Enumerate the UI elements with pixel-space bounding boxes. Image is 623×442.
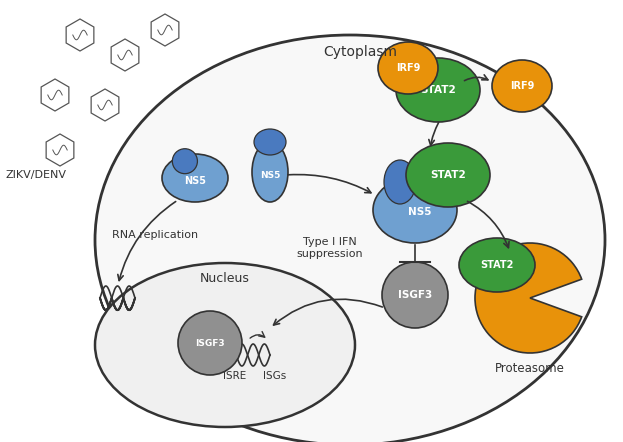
Text: Cytoplasm: Cytoplasm <box>323 45 397 59</box>
Ellipse shape <box>378 42 438 94</box>
Text: ISRE: ISRE <box>224 371 247 381</box>
Text: RNA replication: RNA replication <box>112 230 198 240</box>
Text: ISGF3: ISGF3 <box>398 290 432 300</box>
Polygon shape <box>111 39 139 71</box>
Text: STAT2: STAT2 <box>420 85 456 95</box>
Polygon shape <box>46 134 74 166</box>
Ellipse shape <box>492 60 552 112</box>
Ellipse shape <box>95 263 355 427</box>
Text: NS5: NS5 <box>408 207 432 217</box>
Text: Nucleus: Nucleus <box>200 271 250 285</box>
Circle shape <box>382 262 448 328</box>
Ellipse shape <box>396 58 480 122</box>
Text: Proteasome: Proteasome <box>495 362 565 374</box>
Text: ISGs: ISGs <box>264 371 287 381</box>
Ellipse shape <box>384 160 416 204</box>
Ellipse shape <box>252 142 288 202</box>
Text: Type I IFN
suppression: Type I IFN suppression <box>297 237 363 259</box>
Ellipse shape <box>173 149 197 174</box>
Text: IRF9: IRF9 <box>510 81 534 91</box>
Text: NS5: NS5 <box>260 171 280 179</box>
Text: STAT2: STAT2 <box>480 260 514 270</box>
Ellipse shape <box>254 129 286 155</box>
Text: NS5: NS5 <box>184 176 206 186</box>
Wedge shape <box>475 243 582 353</box>
Text: ZIKV/DENV: ZIKV/DENV <box>5 170 66 180</box>
Text: IRF9: IRF9 <box>396 63 420 73</box>
Ellipse shape <box>162 154 228 202</box>
Ellipse shape <box>459 238 535 292</box>
Text: ISGF3: ISGF3 <box>195 339 225 347</box>
Ellipse shape <box>406 143 490 207</box>
Polygon shape <box>151 14 179 46</box>
Polygon shape <box>66 19 94 51</box>
Ellipse shape <box>373 177 457 243</box>
Ellipse shape <box>95 35 605 442</box>
Polygon shape <box>91 89 119 121</box>
Polygon shape <box>41 79 69 111</box>
Circle shape <box>178 311 242 375</box>
Text: STAT2: STAT2 <box>430 170 466 180</box>
